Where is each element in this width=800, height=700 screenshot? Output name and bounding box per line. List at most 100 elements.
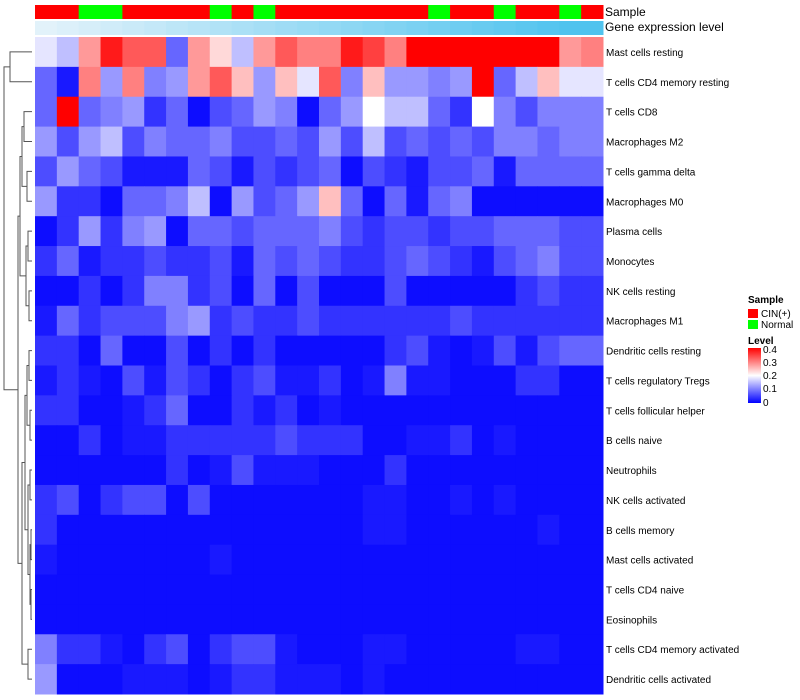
sample-annotation-cell: [56, 5, 80, 19]
heatmap-cell: [209, 425, 233, 456]
heatmap-cell: [384, 395, 407, 426]
heatmap-cell: [319, 634, 342, 665]
heatmap-cell: [450, 425, 473, 456]
expression-annotation-cell: [319, 21, 342, 35]
heatmap-cell: [122, 275, 145, 307]
heatmap-cell: [450, 574, 473, 605]
heatmap-cell: [493, 604, 517, 635]
heatmap-cell: [450, 514, 473, 546]
heatmap-cell: [384, 664, 407, 695]
expression-annotation-cell: [450, 21, 473, 35]
heatmap-cell: [144, 216, 167, 247]
dendrogram-branch: [26, 170, 32, 202]
heatmap-cell: [559, 425, 582, 456]
row-label: Neutrophils: [606, 466, 657, 477]
heatmap-cell: [187, 216, 211, 247]
sample-annotation-cell: [515, 5, 538, 19]
heatmap-cell: [537, 634, 560, 665]
heatmap-cell: [231, 186, 254, 217]
heatmap-cell: [78, 126, 102, 157]
heatmap-cell: [493, 664, 517, 695]
heatmap-cell: [78, 574, 102, 605]
heatmap-cell: [187, 455, 211, 486]
heatmap-cell: [231, 305, 254, 337]
heatmap-cell: [493, 156, 517, 187]
heatmap-cell: [362, 664, 386, 695]
heatmap-cell: [122, 126, 145, 157]
row-labels: Mast cells resting T cells CD4 memory res…: [606, 48, 739, 686]
row-label: Monocytes: [606, 257, 654, 268]
sample-annotation-cell: [493, 5, 517, 19]
heatmap-cell: [450, 604, 473, 635]
heatmap-cell: [35, 216, 58, 247]
sample-annotation-cell: [450, 5, 473, 19]
heatmap-cell: [537, 604, 560, 635]
row-label: Dendritic cells activated: [606, 675, 711, 686]
heatmap-cell: [78, 604, 102, 635]
heatmap-cell: [78, 305, 102, 337]
heatmap-cell: [231, 425, 254, 456]
heatmap-cell: [56, 604, 80, 635]
sample-legend-title: Sample: [748, 295, 784, 306]
heatmap-cell: [297, 574, 320, 605]
heatmap-cell: [362, 305, 386, 337]
heatmap-cell: [78, 664, 102, 695]
heatmap-cell: [35, 634, 58, 665]
heatmap-cell: [406, 365, 429, 396]
heatmap-cell: [166, 634, 189, 665]
level-colorbar: [748, 348, 761, 403]
heatmap-cell: [209, 574, 233, 605]
heatmap-cell: [493, 275, 517, 307]
heatmap-cell: [515, 455, 538, 486]
heatmap-cell: [275, 96, 298, 128]
sample-annotation-cell: [406, 5, 429, 19]
heatmap-cell: [362, 275, 386, 307]
heatmap-cell: [559, 156, 582, 187]
heatmap-cell: [340, 395, 364, 426]
heatmap-cell: [78, 365, 102, 396]
heatmap-cell: [406, 275, 429, 307]
heatmap-cell: [340, 455, 364, 486]
heatmap-cell: [362, 574, 386, 605]
heatmap-cell: [581, 305, 604, 337]
heatmap-cell: [559, 216, 582, 247]
heatmap-cell: [122, 544, 145, 576]
heatmap-cell: [144, 37, 167, 68]
heatmap-cell: [35, 156, 58, 187]
heatmap-cell: [56, 275, 80, 307]
heatmap-cell: [537, 126, 560, 157]
heatmap-cell: [231, 634, 254, 665]
heatmap-cell: [581, 365, 604, 396]
heatmap-cell: [35, 484, 58, 516]
heatmap-cell: [471, 305, 495, 337]
heatmap-cell: [100, 574, 123, 605]
heatmap-cell: [537, 96, 560, 128]
heatmap-cell: [166, 66, 189, 98]
heatmap-cell: [78, 216, 102, 247]
row-label: NK cells activated: [606, 496, 685, 507]
heatmap-cell: [187, 305, 211, 337]
heatmap-cell: [581, 246, 604, 277]
sample-annotation-cell: [319, 5, 342, 19]
heatmap-cell: [100, 305, 123, 337]
heatmap-cell: [493, 574, 517, 605]
legend-swatch-cin: [748, 309, 758, 318]
heatmap-cell: [297, 544, 320, 576]
heatmap-cell: [100, 604, 123, 635]
heatmap-cell: [275, 37, 298, 68]
heatmap-cell: [581, 156, 604, 187]
heatmap-cell: [428, 604, 451, 635]
dendrogram-branch: [28, 350, 32, 381]
heatmap-cell: [209, 604, 233, 635]
heatmap-cell: [35, 275, 58, 307]
heatmap-cell: [297, 455, 320, 486]
row-dendrogram: [3, 51, 32, 680]
heatmap-cell: [297, 156, 320, 187]
heatmap-cell: [515, 186, 538, 217]
heatmap-cell: [581, 544, 604, 576]
heatmap-cell: [144, 514, 167, 546]
row-label: Macrophages M1: [606, 317, 684, 328]
heatmap-cell: [166, 216, 189, 247]
heatmap-cell: [559, 365, 582, 396]
heatmap-cell: [253, 484, 276, 516]
